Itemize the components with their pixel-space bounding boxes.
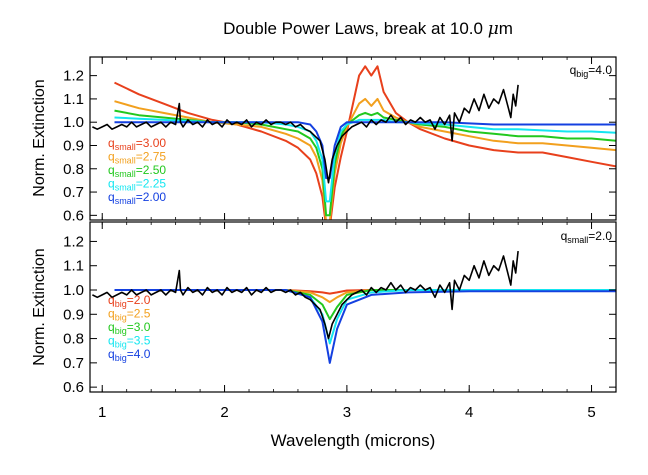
panel-0-legend-entry-4: qsmall=2.00 <box>108 190 166 206</box>
panel-1-ytick-label-5: 1.1 <box>63 258 84 275</box>
panel-0-legend-entry-2: qsmall=2.50 <box>108 163 166 179</box>
x-tick-label-4: 5 <box>587 404 595 421</box>
panel-1-ytick-label-0: 0.6 <box>63 379 84 396</box>
x-tick-label-1: 2 <box>220 404 228 421</box>
panel-0-ytick-label-1: 0.7 <box>63 184 84 201</box>
panel-0-ytick-label-2: 0.8 <box>63 161 84 178</box>
panel-0-series-1 <box>114 97 616 220</box>
panel-0-series-5 <box>92 84 519 184</box>
top-panel-y-ticks: 0.6 0.7 0.8 0.9 1.0 1.1 1.2 <box>63 68 616 224</box>
bottom-panel-annotation: qsmall=2.0 <box>561 229 613 245</box>
panel-0-legend-entry-3: qsmall=2.25 <box>108 177 166 193</box>
panel-0-ytick-label-3: 0.9 <box>63 137 84 154</box>
panel-1-series-5 <box>92 251 519 340</box>
bottom-panel: 0.6 0.7 0.8 0.9 1.0 1.1 1.2 Norm. Extinction q… <box>31 221 617 396</box>
panel-1-legend-entry-4: qbig=4.0 <box>108 347 151 363</box>
panel-1-ytick-label-1: 0.7 <box>63 355 84 372</box>
panel-1-ytick-label-4: 1.0 <box>63 282 84 299</box>
top-panel-x-ticks <box>101 57 593 220</box>
chart-title: Double Power Laws, break at 10.0 μm <box>223 19 513 39</box>
x-tick-label-3: 4 <box>465 404 473 421</box>
panel-0-legend-entry-0: qsmall=3.00 <box>108 136 166 152</box>
panel-1-ytick-label-6: 1.2 <box>63 233 84 250</box>
panel-0-ytick-label-0: 0.6 <box>63 207 84 224</box>
top-panel-series <box>92 65 616 220</box>
panel-1-legend-entry-1: qbig=2.5 <box>108 307 151 323</box>
x-tick-labels: 1 2 3 4 5 <box>98 404 596 421</box>
panel-1-legend-entry-2: qbig=3.0 <box>108 320 151 336</box>
panel-0-series-0 <box>114 65 616 220</box>
top-panel-annotation: qbig=4.0 <box>570 63 613 79</box>
panel-0-series-3 <box>114 116 616 203</box>
bottom-panel-y-ticks: 0.6 0.7 0.8 0.9 1.0 1.1 1.2 <box>63 233 616 396</box>
top-panel: 0.6 0.7 0.8 0.9 1.0 1.1 1.2 Norm. Extinction q… <box>31 56 617 224</box>
top-panel-frame <box>89 56 617 221</box>
panel-1-ytick-label-3: 0.9 <box>63 306 84 323</box>
panel-1-legend-entry-3: qbig=3.5 <box>108 334 151 350</box>
bottom-panel-ylabel: Norm. Extinction <box>31 248 48 365</box>
panel-0-series-4 <box>114 121 616 180</box>
panel-1-legend-entry-0: qbig=2.0 <box>108 293 151 309</box>
panel-1-series-4 <box>114 289 616 364</box>
top-panel-legend: qsmall=3.00qsmall=2.75qsmall=2.50qsmall=… <box>108 136 166 206</box>
panel-0-ytick-label-5: 1.1 <box>63 91 84 108</box>
panel-0-ytick-label-6: 1.2 <box>63 68 84 85</box>
top-panel-ylabel: Norm. Extinction <box>31 79 48 196</box>
panel-1-ytick-label-2: 0.8 <box>63 331 84 348</box>
bottom-panel-x-ticks <box>101 222 593 392</box>
bottom-panel-frame <box>89 221 617 393</box>
x-tick-label-2: 3 <box>343 404 351 421</box>
bottom-panel-series <box>92 251 616 364</box>
panel-0-legend-entry-1: qsmall=2.75 <box>108 150 166 166</box>
x-axis-label: Wavelength (microns) <box>271 431 436 450</box>
panel-0-ytick-label-4: 1.0 <box>63 114 84 131</box>
x-tick-label-0: 1 <box>98 404 106 421</box>
